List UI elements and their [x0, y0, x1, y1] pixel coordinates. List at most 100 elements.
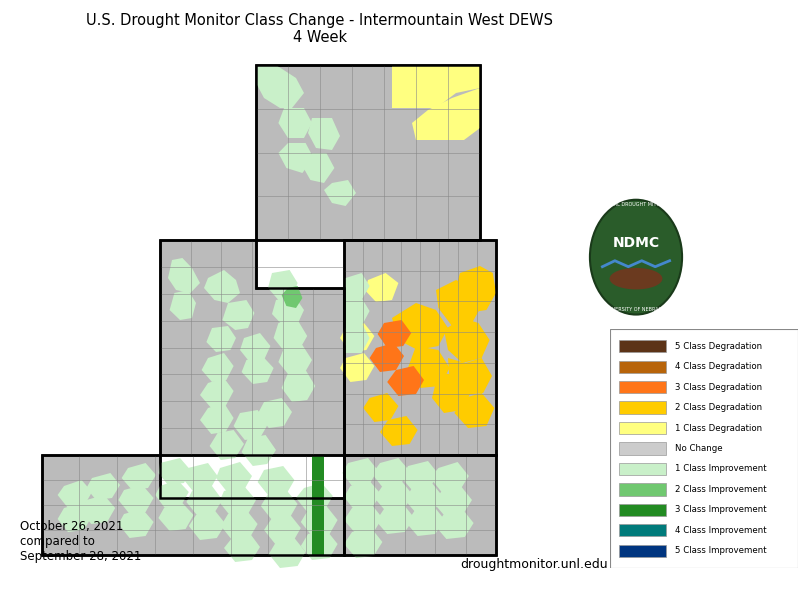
Polygon shape	[344, 504, 382, 534]
Polygon shape	[234, 410, 268, 440]
Polygon shape	[158, 503, 194, 531]
Polygon shape	[206, 326, 236, 352]
Polygon shape	[240, 333, 270, 362]
Text: No Change: No Change	[675, 444, 723, 453]
Polygon shape	[430, 462, 469, 492]
Text: · UNIVERSITY OF NEBRASKA ·: · UNIVERSITY OF NEBRASKA ·	[601, 307, 671, 312]
Polygon shape	[168, 258, 200, 293]
Polygon shape	[200, 403, 234, 434]
Polygon shape	[186, 486, 222, 516]
Text: 3 Class Degradation: 3 Class Degradation	[675, 383, 762, 392]
Polygon shape	[402, 461, 438, 490]
Polygon shape	[278, 345, 312, 376]
Polygon shape	[160, 240, 344, 455]
Polygon shape	[219, 486, 256, 516]
Polygon shape	[155, 480, 189, 508]
Bar	[619, 381, 666, 393]
Polygon shape	[86, 473, 120, 500]
Polygon shape	[363, 393, 398, 422]
Polygon shape	[301, 506, 338, 536]
Text: 1 Class Improvement: 1 Class Improvement	[675, 465, 767, 474]
Polygon shape	[221, 510, 258, 540]
Bar	[619, 483, 666, 496]
Polygon shape	[365, 273, 398, 302]
Polygon shape	[435, 509, 474, 539]
Polygon shape	[282, 286, 302, 308]
Polygon shape	[372, 458, 410, 487]
Polygon shape	[324, 180, 356, 206]
Text: 1 Class Degradation: 1 Class Degradation	[675, 423, 762, 432]
Text: 4 Class Improvement: 4 Class Improvement	[675, 526, 767, 535]
Bar	[619, 443, 666, 454]
Polygon shape	[158, 458, 190, 485]
Polygon shape	[274, 320, 307, 352]
Bar	[619, 401, 666, 414]
Polygon shape	[448, 358, 492, 395]
Bar	[344, 240, 496, 455]
Text: NDMC: NDMC	[613, 236, 659, 250]
Text: · NATIONAL DROUGHT MITIGATION ·: · NATIONAL DROUGHT MITIGATION ·	[592, 202, 680, 207]
Polygon shape	[58, 503, 92, 532]
Polygon shape	[346, 298, 370, 326]
Ellipse shape	[610, 268, 662, 289]
Polygon shape	[370, 343, 404, 372]
Polygon shape	[216, 462, 252, 492]
Bar	[344, 455, 496, 555]
Polygon shape	[170, 290, 196, 320]
Polygon shape	[302, 153, 334, 183]
Polygon shape	[340, 323, 374, 352]
Polygon shape	[202, 353, 234, 382]
Text: 2 Class Improvement: 2 Class Improvement	[675, 485, 767, 494]
Polygon shape	[308, 118, 340, 150]
Polygon shape	[242, 356, 274, 384]
Polygon shape	[340, 353, 374, 382]
Bar	[619, 524, 666, 536]
Polygon shape	[118, 509, 154, 538]
Polygon shape	[392, 65, 480, 108]
Text: U.S. Drought Monitor Class Change - Intermountain West DEWS: U.S. Drought Monitor Class Change - Inte…	[86, 13, 554, 28]
Polygon shape	[444, 318, 490, 363]
Polygon shape	[258, 398, 292, 428]
Polygon shape	[387, 366, 424, 396]
Bar	[344, 240, 496, 455]
Polygon shape	[264, 514, 301, 544]
Bar	[619, 422, 666, 434]
Text: 2 Class Degradation: 2 Class Degradation	[675, 403, 762, 412]
Polygon shape	[269, 538, 306, 568]
Polygon shape	[392, 303, 448, 350]
Polygon shape	[406, 506, 445, 536]
Polygon shape	[222, 300, 254, 330]
Bar	[619, 463, 666, 475]
Polygon shape	[278, 108, 312, 138]
Bar	[344, 455, 496, 555]
Polygon shape	[434, 486, 472, 516]
Circle shape	[590, 200, 682, 315]
Bar	[619, 504, 666, 516]
Polygon shape	[58, 480, 92, 508]
Polygon shape	[454, 393, 494, 428]
Bar	[619, 340, 666, 352]
Polygon shape	[189, 510, 226, 540]
Polygon shape	[376, 504, 414, 534]
Text: October 26, 2021
compared to
September 28, 2021: October 26, 2021 compared to September 2…	[20, 520, 142, 563]
Polygon shape	[278, 143, 314, 173]
Polygon shape	[296, 483, 333, 512]
Polygon shape	[380, 416, 418, 446]
Polygon shape	[204, 270, 240, 303]
Polygon shape	[346, 273, 370, 300]
Polygon shape	[346, 323, 370, 353]
Polygon shape	[374, 481, 413, 511]
Polygon shape	[258, 466, 294, 496]
Bar	[619, 361, 666, 373]
Text: droughtmonitor.unl.edu: droughtmonitor.unl.edu	[460, 558, 608, 571]
Text: 5 Class Improvement: 5 Class Improvement	[675, 546, 767, 555]
Polygon shape	[344, 528, 382, 558]
Polygon shape	[242, 435, 276, 466]
Polygon shape	[405, 483, 443, 513]
Polygon shape	[272, 296, 304, 326]
Bar	[256, 65, 480, 240]
Polygon shape	[268, 270, 298, 300]
Polygon shape	[118, 485, 154, 514]
Bar	[256, 65, 480, 240]
Polygon shape	[342, 458, 378, 486]
